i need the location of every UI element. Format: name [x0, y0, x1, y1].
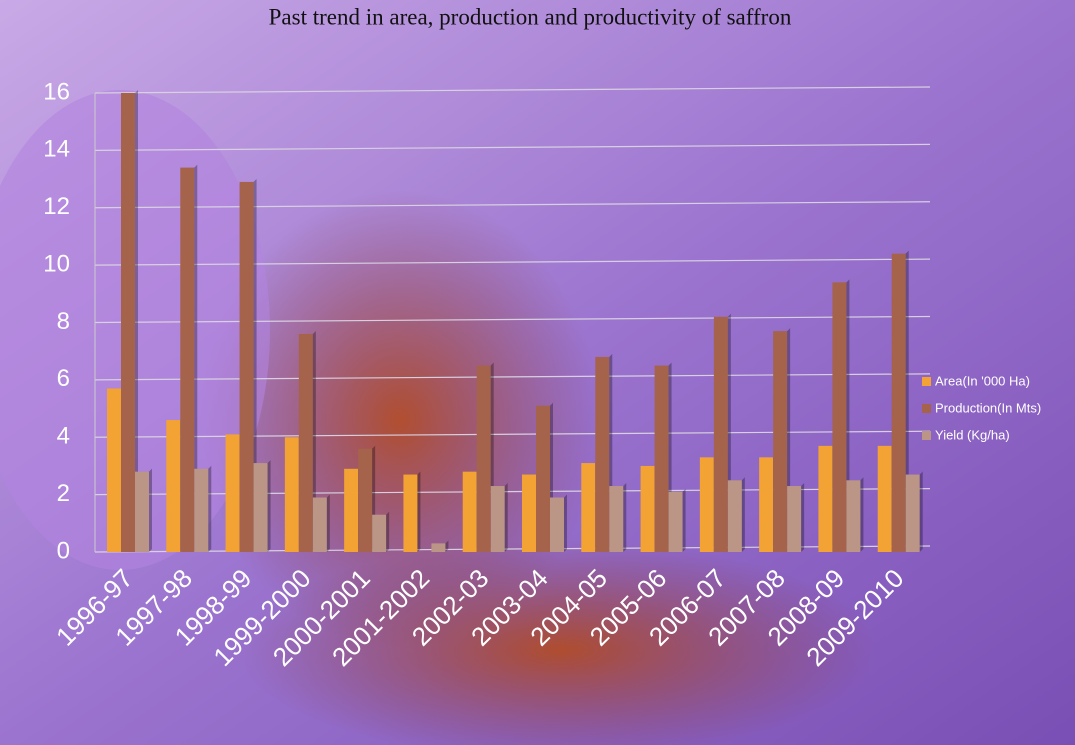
bar [194, 468, 209, 552]
bar [135, 471, 149, 552]
bar [298, 333, 313, 552]
y-tick-label: 8 [57, 308, 70, 335]
grid-line [94, 86, 931, 94]
bar-side [417, 471, 421, 552]
bar [312, 497, 327, 552]
bar [121, 93, 135, 552]
bar [699, 457, 714, 552]
bar [818, 445, 833, 552]
bar [832, 282, 847, 552]
y-tick-label: 2 [57, 480, 70, 507]
bar [403, 474, 418, 552]
bar [536, 405, 550, 552]
bar-side [135, 90, 138, 552]
decoration [240, 540, 880, 745]
bar [891, 253, 906, 552]
bar-side [326, 494, 330, 552]
bar [166, 420, 181, 552]
y-tick-label: 12 [43, 193, 70, 220]
bar-side [682, 488, 686, 552]
bar [759, 457, 774, 552]
chart-title: Past trend in area, production and produ… [269, 4, 792, 29]
bar-side [253, 178, 257, 552]
bar [640, 465, 655, 552]
bar [358, 448, 373, 552]
bar-side [386, 511, 390, 552]
y-tick-label: 4 [57, 423, 70, 450]
bar [550, 497, 564, 552]
y-tick-label: 14 [43, 136, 70, 163]
bar [462, 471, 477, 552]
legend-swatch [922, 404, 931, 413]
grid-line [94, 258, 931, 266]
legend-label: Production(In Mts) [935, 400, 1041, 415]
bar [713, 316, 728, 552]
bar-side [860, 477, 864, 552]
bar-side [445, 540, 449, 552]
bar-side [312, 330, 316, 552]
bar-side [504, 483, 508, 552]
bar [727, 480, 742, 552]
bar [490, 486, 505, 552]
y-tick-label: 10 [43, 250, 70, 277]
grid-line [94, 143, 931, 151]
bar-side [564, 494, 567, 552]
bar [846, 480, 861, 552]
legend-swatch [922, 377, 931, 386]
bar [773, 331, 788, 552]
bar-side [194, 164, 198, 552]
grid-line [94, 201, 931, 209]
bar [107, 388, 121, 552]
bar [284, 437, 299, 552]
bar-side [623, 483, 627, 552]
bar [522, 474, 536, 552]
bar [180, 167, 195, 552]
legend-swatch [922, 431, 931, 440]
bar [668, 491, 683, 552]
y-tick-label: 0 [57, 537, 70, 564]
legend-label: Yield (Kg/ha) [935, 427, 1010, 442]
bar-side [741, 477, 745, 552]
bar [476, 365, 491, 552]
y-tick-label: 6 [57, 365, 70, 392]
bar [654, 365, 669, 552]
grid-line [94, 373, 931, 381]
bar-side [919, 471, 923, 552]
bar-side [267, 460, 271, 552]
bar [787, 486, 802, 552]
bar [344, 468, 359, 552]
bar [239, 181, 254, 552]
bar [225, 434, 240, 552]
y-tick-label: 16 [43, 78, 70, 105]
bar-side [208, 465, 212, 552]
bar [581, 463, 596, 552]
bar [253, 463, 268, 552]
bar-side [149, 468, 152, 552]
legend-label: Area(In '000 Ha) [935, 373, 1030, 388]
bar [431, 543, 446, 552]
bar [609, 486, 624, 552]
grid-line [94, 315, 931, 324]
bar-side [801, 483, 805, 552]
bar [905, 474, 920, 552]
bar [372, 514, 387, 552]
bar [877, 445, 892, 552]
bar [595, 356, 610, 552]
